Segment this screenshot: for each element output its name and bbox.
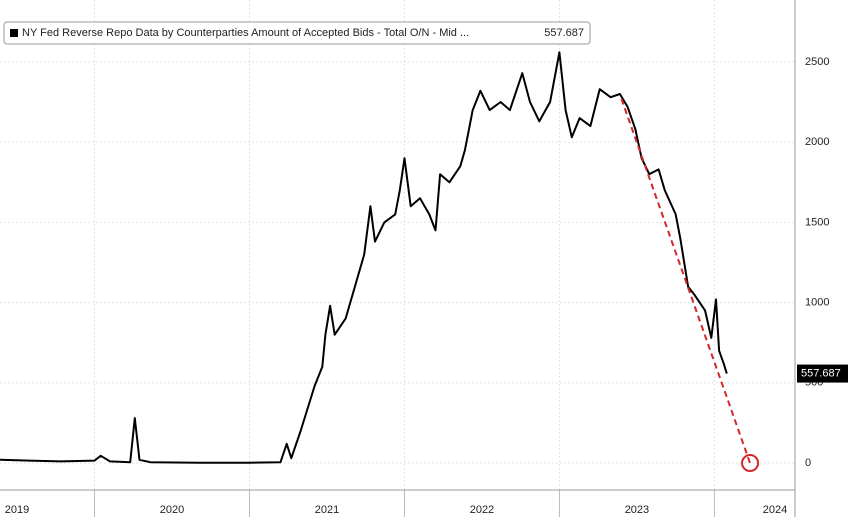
y-tick-label: 1000 — [805, 297, 829, 309]
x-tick-label: 2022 — [470, 504, 494, 516]
legend-box — [3, 21, 591, 45]
x-tick-label: 2021 — [315, 504, 339, 516]
y-tick-label: 2500 — [805, 56, 829, 68]
last-value-label: 557.687 — [801, 367, 841, 379]
x-tick-label: 2019 — [5, 504, 29, 516]
y-tick-label: 0 — [805, 457, 811, 469]
legend-label: NY Fed Reverse Repo Data by Counterparti… — [22, 27, 469, 39]
x-tick-label: 2020 — [160, 504, 184, 516]
x-tick-label: 2023 — [625, 504, 649, 516]
x-tick-label: 2024 — [763, 504, 787, 516]
series-line — [0, 51, 728, 464]
legend-swatch — [10, 29, 18, 37]
last-value-tag — [797, 364, 848, 383]
trend-target — [741, 454, 760, 473]
y-tick-label: 1500 — [805, 216, 829, 228]
legend-value: 557.687 — [544, 27, 584, 39]
trend-line — [620, 98, 752, 464]
legend: NY Fed Reverse Repo Data by Counterparti… — [3, 21, 591, 45]
y-tick-label: 2000 — [805, 136, 829, 148]
